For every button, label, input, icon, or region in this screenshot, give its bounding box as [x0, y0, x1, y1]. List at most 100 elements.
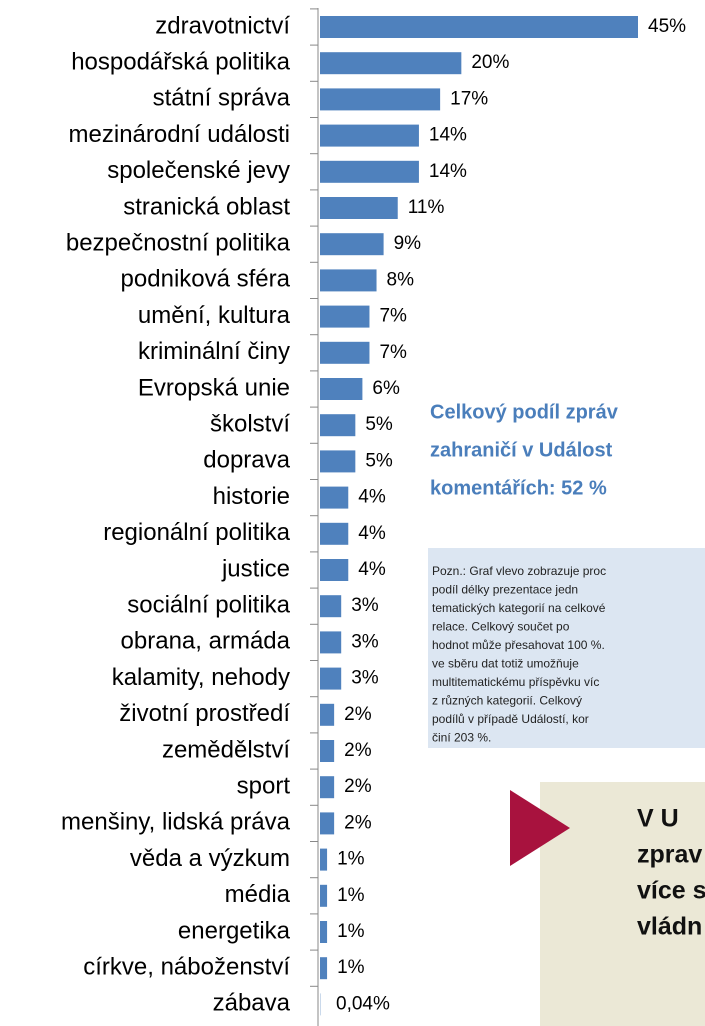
category-label: doprava — [203, 447, 290, 474]
bar — [320, 305, 370, 328]
bar — [320, 450, 356, 473]
category-label: sociální politika — [127, 592, 290, 619]
value-label: 5% — [365, 414, 393, 435]
bar — [320, 957, 328, 980]
category-label: církve, náboženství — [83, 954, 290, 981]
bar — [320, 740, 335, 762]
value-label: 2% — [344, 704, 372, 725]
callout-text: více s — [637, 877, 705, 905]
bar — [320, 414, 356, 437]
note-text: z různých kategorií. Celkový — [432, 694, 582, 708]
note-text: relace. Celkový součet po — [432, 620, 570, 634]
category-label: zábava — [213, 990, 291, 1017]
category-label: mezinárodní události — [69, 121, 290, 148]
value-label: 8% — [387, 269, 415, 290]
note-text: Pozn.: Graf vlevo zobrazuje proc — [432, 564, 606, 578]
callout-text: zprav — [637, 841, 702, 869]
category-label: kalamity, nehody — [112, 664, 290, 691]
note-text: ve sběru dat totiž umožňuje — [432, 657, 579, 671]
value-label: 4% — [358, 487, 386, 508]
category-label: zemědělství — [162, 736, 290, 763]
value-label: 2% — [344, 740, 372, 761]
value-label: 9% — [394, 233, 422, 254]
category-label: podniková sféra — [121, 266, 291, 293]
category-label: obrana, armáda — [121, 628, 291, 655]
value-label: 2% — [344, 812, 372, 833]
bar — [320, 378, 363, 400]
category-label: hospodářská politika — [71, 49, 290, 76]
bar — [320, 595, 342, 618]
bar — [320, 341, 370, 364]
value-label: 45% — [648, 16, 686, 37]
category-label: kriminální činy — [138, 338, 290, 365]
value-label: 6% — [372, 378, 400, 399]
bar — [320, 124, 419, 147]
bar — [320, 921, 328, 943]
category-label: regionální politika — [103, 519, 290, 546]
value-label: 2% — [344, 776, 372, 797]
note-text: podílů v případě Událostí, kor — [432, 712, 589, 726]
value-label: 1% — [337, 849, 365, 870]
bar — [320, 522, 349, 545]
callout-text: V U — [637, 805, 679, 833]
value-label: 11% — [408, 197, 445, 218]
bar — [320, 88, 441, 111]
note-text: hodnot může přesahovat 100 %. — [432, 638, 605, 652]
category-label: společenské jevy — [107, 157, 290, 184]
bar — [320, 776, 335, 799]
value-label: 4% — [358, 523, 386, 544]
value-label: 1% — [337, 921, 365, 942]
category-label: školství — [210, 411, 290, 438]
summary-text: zahraničí v Událost — [430, 439, 613, 461]
value-label: 14% — [429, 125, 467, 146]
value-label: 3% — [351, 631, 379, 652]
category-label: menšiny, lidská práva — [61, 809, 291, 836]
note-text: tematických kategorií na celkové — [432, 601, 606, 615]
category-label: státní správa — [153, 85, 291, 112]
bar — [320, 197, 398, 219]
callout-box — [540, 782, 705, 1026]
bar — [320, 559, 349, 581]
value-label: 7% — [379, 342, 407, 363]
note-text: multitematickému příspěvku víc — [432, 675, 599, 689]
bar — [320, 16, 638, 38]
category-label: sport — [237, 773, 291, 800]
bar — [320, 884, 328, 907]
bar — [320, 667, 342, 690]
value-label: 14% — [429, 161, 467, 182]
summary-text: komentářích: 52 % — [430, 477, 607, 499]
note-text: podíl délky prezentace jedn — [432, 583, 578, 597]
bar — [320, 631, 342, 654]
bar — [320, 233, 384, 256]
value-label: 1% — [337, 885, 365, 906]
category-label: věda a výzkum — [130, 845, 290, 872]
bar — [320, 812, 335, 835]
value-label: 7% — [379, 306, 407, 327]
callout-arrow — [510, 790, 570, 866]
bar — [320, 703, 335, 726]
value-label: 3% — [351, 595, 379, 616]
value-label: 4% — [358, 559, 386, 580]
note-box — [428, 548, 705, 748]
category-label: Evropská unie — [138, 374, 290, 401]
value-label: 5% — [365, 450, 393, 471]
value-label: 3% — [351, 668, 379, 689]
bar — [320, 848, 328, 871]
value-label: 0,04% — [336, 993, 390, 1014]
category-label: energetika — [178, 917, 291, 944]
bar — [320, 269, 377, 292]
bar — [320, 52, 462, 75]
value-label: 17% — [450, 88, 488, 109]
category-label: zdravotnictví — [155, 12, 290, 39]
category-label: umění, kultura — [138, 302, 291, 329]
category-label: média — [225, 881, 291, 908]
callout-text: vládn — [637, 913, 702, 941]
category-label: stranická oblast — [123, 193, 290, 220]
note-text: činí 203 %. — [432, 731, 491, 745]
bar — [320, 160, 419, 183]
summary-text: Celkový podíl zpráv — [430, 401, 619, 423]
category-label: bezpečnostní politika — [66, 230, 291, 257]
category-label: životní prostředí — [119, 700, 290, 727]
category-label: historie — [213, 483, 290, 510]
